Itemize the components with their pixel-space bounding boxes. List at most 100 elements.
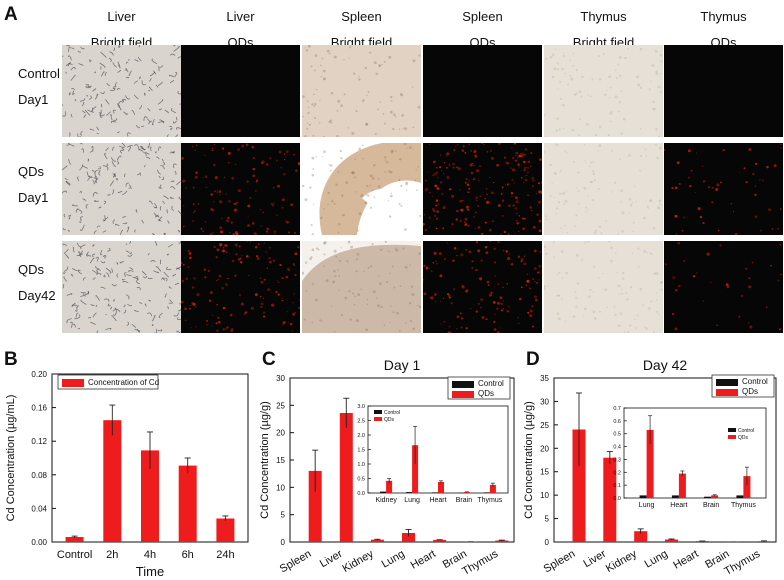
bright-field-image xyxy=(62,45,181,137)
y-tick-label: 10 xyxy=(540,491,549,500)
y-tick-label: 10 xyxy=(276,483,285,492)
fluorescence-image xyxy=(181,143,300,235)
y-tick-label: 30 xyxy=(540,397,549,406)
y-tick-label: 15 xyxy=(276,456,285,465)
y-axis-label: Cd Concentration (µg/g) xyxy=(523,401,535,519)
inset-y-tick-label: 1.5 xyxy=(357,448,365,454)
inset-legend-swatch xyxy=(728,435,736,439)
fluorescence-image xyxy=(181,45,300,137)
y-axis-label: Cd Concentration (µg/mL) xyxy=(5,395,17,522)
x-category-label: Kidney xyxy=(341,548,377,575)
y-tick-label: 25 xyxy=(540,421,549,430)
column-header-line1: Liver xyxy=(107,9,136,24)
inset-legend-label: QDs xyxy=(738,435,749,441)
inset-bar-qds xyxy=(489,484,496,493)
bar-qds xyxy=(665,539,678,542)
bar-concentration-of-cd xyxy=(65,537,84,542)
inset-category-label: Brain xyxy=(703,502,719,509)
y-tick-label: 0.08 xyxy=(31,471,47,480)
inset-bar-control xyxy=(432,492,438,493)
legend-label: Control xyxy=(478,379,504,388)
inset-y-tick-label: 2.5 xyxy=(357,419,365,425)
row-label-line1: Control xyxy=(18,66,60,81)
y-tick-label: 0 xyxy=(545,538,550,547)
bright-field-image xyxy=(544,143,663,235)
x-category-label: Lung xyxy=(643,548,670,571)
y-tick-label: 0 xyxy=(281,538,286,547)
inset-y-tick-label: 0.5 xyxy=(613,432,621,438)
bar-qds xyxy=(402,533,415,542)
x-category-label: Heart xyxy=(409,548,438,572)
inset-bar-control xyxy=(406,492,413,493)
y-tick-label: 25 xyxy=(276,401,285,410)
inset-bar-control xyxy=(483,492,490,493)
y-tick-label: 35 xyxy=(540,374,549,383)
y-tick-label: 0.00 xyxy=(31,538,47,547)
bar-qds xyxy=(757,541,771,542)
x-category-label: Spleen xyxy=(278,548,314,576)
bar-qds xyxy=(370,539,384,542)
chart-title: Day 1 xyxy=(384,357,421,373)
bar-qds xyxy=(339,413,353,542)
bar-qds xyxy=(495,540,509,542)
column-header-line1: Thymus xyxy=(580,9,627,24)
inset-bar-qds xyxy=(678,473,686,498)
x-axis-label: Time xyxy=(136,564,164,579)
chart-title: Day 42 xyxy=(643,357,688,373)
inset-category-label: Kidney xyxy=(375,497,397,504)
inset-bar-control xyxy=(671,495,679,498)
x-category-label: 4h xyxy=(144,549,156,561)
x-category-label: Thymus xyxy=(722,548,762,578)
bar-concentration-of-cd xyxy=(178,465,197,542)
inset-bar-control xyxy=(704,496,712,498)
x-category-label: 2h xyxy=(106,549,118,561)
inset-bar-qds xyxy=(438,482,444,493)
inset-y-tick-label: 0.5 xyxy=(357,477,365,483)
x-category-label: Heart xyxy=(671,548,700,572)
y-axis-label: Cd Concentration (µg/g) xyxy=(259,401,271,519)
legend-swatch xyxy=(452,381,474,388)
bright-field-image xyxy=(544,241,663,333)
x-category-label: Kidney xyxy=(604,548,640,575)
row-label: QDs Day1 xyxy=(18,159,48,211)
bar-concentration-of-cd xyxy=(103,420,122,542)
y-tick-label: 20 xyxy=(540,444,549,453)
panel-label-a: A xyxy=(4,4,18,25)
inset-category-label: Heart xyxy=(670,502,687,509)
legend-swatch xyxy=(452,391,474,398)
chart-b-cd-time: 0.00 0.04 0.08 0.12 0.16 0.20 Control 2h 4h 6h 24h… xyxy=(5,370,249,579)
inset-y-tick-label: 0.1 xyxy=(613,483,621,489)
bar-qds xyxy=(308,470,322,542)
inset-y-tick-label: 0.3 xyxy=(613,457,621,463)
legend-label: QDs xyxy=(742,387,758,396)
inset-legend-swatch xyxy=(374,417,382,421)
bar-qds xyxy=(603,457,617,542)
inset-bar-qds xyxy=(463,492,470,493)
row-label-line1: QDs xyxy=(18,164,44,179)
bright-field-image xyxy=(302,241,421,333)
inset-bar-control xyxy=(639,495,647,498)
legend-label: Control xyxy=(742,377,768,386)
bright-field-image xyxy=(62,241,181,333)
bar-qds xyxy=(695,541,709,542)
inset-bar-qds xyxy=(711,495,719,498)
y-tick-label: 20 xyxy=(276,429,285,438)
inset-category-label: Thymus xyxy=(731,502,756,509)
fluorescence-image xyxy=(423,45,542,137)
y-tick-label: 30 xyxy=(276,374,285,383)
legend-swatch xyxy=(62,379,84,387)
fluorescence-image xyxy=(423,143,542,235)
bar-concentration-of-cd xyxy=(216,518,235,542)
fluorescence-image xyxy=(423,241,542,333)
fluorescence-image xyxy=(664,45,783,137)
inset-legend-label: Control xyxy=(384,410,400,416)
inset-category-label: Thymus xyxy=(477,497,502,504)
inset-bar-qds xyxy=(412,445,419,493)
bright-field-image xyxy=(544,45,663,137)
inset-y-tick-label: 0.4 xyxy=(613,445,621,451)
inset-bar-qds xyxy=(386,480,393,493)
inset-y-tick-label: 0.7 xyxy=(613,406,621,412)
bar-qds xyxy=(634,531,648,542)
row-label-line1: QDs xyxy=(18,262,44,277)
